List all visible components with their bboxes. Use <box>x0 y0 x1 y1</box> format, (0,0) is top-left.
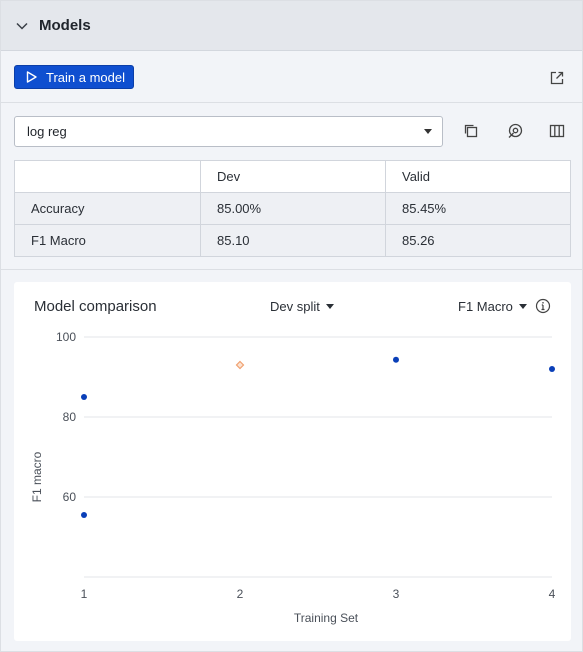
table-row: Accuracy 85.00% 85.45% <box>14 192 571 225</box>
table-header-row: Dev Valid <box>14 160 571 193</box>
table-header-cell: Valid <box>385 160 571 193</box>
train-model-button[interactable]: Train a model <box>14 65 134 89</box>
data-point <box>81 394 87 400</box>
play-icon <box>26 71 37 83</box>
x-tick-label: 2 <box>237 587 244 601</box>
table-cell: F1 Macro <box>14 224 201 257</box>
y-tick-label: 100 <box>56 330 76 344</box>
split-dropdown-label: Dev split <box>270 299 320 314</box>
data-point <box>81 512 87 518</box>
toolbar: Train a model <box>1 51 582 103</box>
x-tick-label: 4 <box>549 587 556 601</box>
x-tick-label: 3 <box>393 587 400 601</box>
chevron-down-icon[interactable] <box>15 19 29 33</box>
table-row: F1 Macro 85.10 85.26 <box>14 224 571 257</box>
table-cell: 85.45% <box>385 192 571 225</box>
model-explore-icon[interactable] <box>507 123 523 139</box>
table-cell: 85.00% <box>200 192 386 225</box>
x-tick-label: 1 <box>81 587 88 601</box>
panel-header[interactable]: Models <box>1 1 582 51</box>
table-header-cell <box>14 160 201 193</box>
table-cell: Accuracy <box>14 192 201 225</box>
caret-down-icon <box>424 129 432 134</box>
divider <box>1 269 582 270</box>
model-select[interactable]: log reg <box>14 116 443 147</box>
data-point <box>393 356 399 363</box>
y-tick-label: 60 <box>63 490 77 504</box>
columns-icon[interactable] <box>549 123 565 139</box>
comparison-chart: 60 80 100 1 2 3 4 Training Set F1 macro <box>30 330 556 625</box>
caret-down-icon <box>325 304 334 309</box>
copy-icon[interactable] <box>463 123 479 139</box>
x-axis-label: Training Set <box>294 611 359 625</box>
model-select-value: log reg <box>27 124 67 139</box>
metric-dropdown[interactable]: F1 Macro <box>458 299 527 314</box>
table-cell: 85.10 <box>200 224 386 257</box>
external-link-icon[interactable] <box>550 71 564 85</box>
y-axis-label: F1 macro <box>30 451 44 502</box>
panel-title: Models <box>39 17 91 34</box>
caret-down-icon <box>518 304 527 309</box>
metric-dropdown-label: F1 Macro <box>458 299 513 314</box>
table-header-cell: Dev <box>200 160 386 193</box>
train-model-label: Train a model <box>46 69 125 85</box>
model-comparison-card: Model comparison Dev split F1 Macro 60 80… <box>14 282 571 641</box>
comparison-title: Model comparison <box>34 298 157 315</box>
table-cell: 85.26 <box>385 224 571 257</box>
data-point <box>549 366 555 372</box>
metrics-table: Dev Valid Accuracy 85.00% 85.45% F1 Macr… <box>14 160 571 257</box>
data-point-highlight <box>235 360 245 370</box>
y-tick-label: 80 <box>63 410 77 424</box>
info-icon[interactable] <box>535 298 551 314</box>
split-dropdown[interactable]: Dev split <box>270 299 334 314</box>
